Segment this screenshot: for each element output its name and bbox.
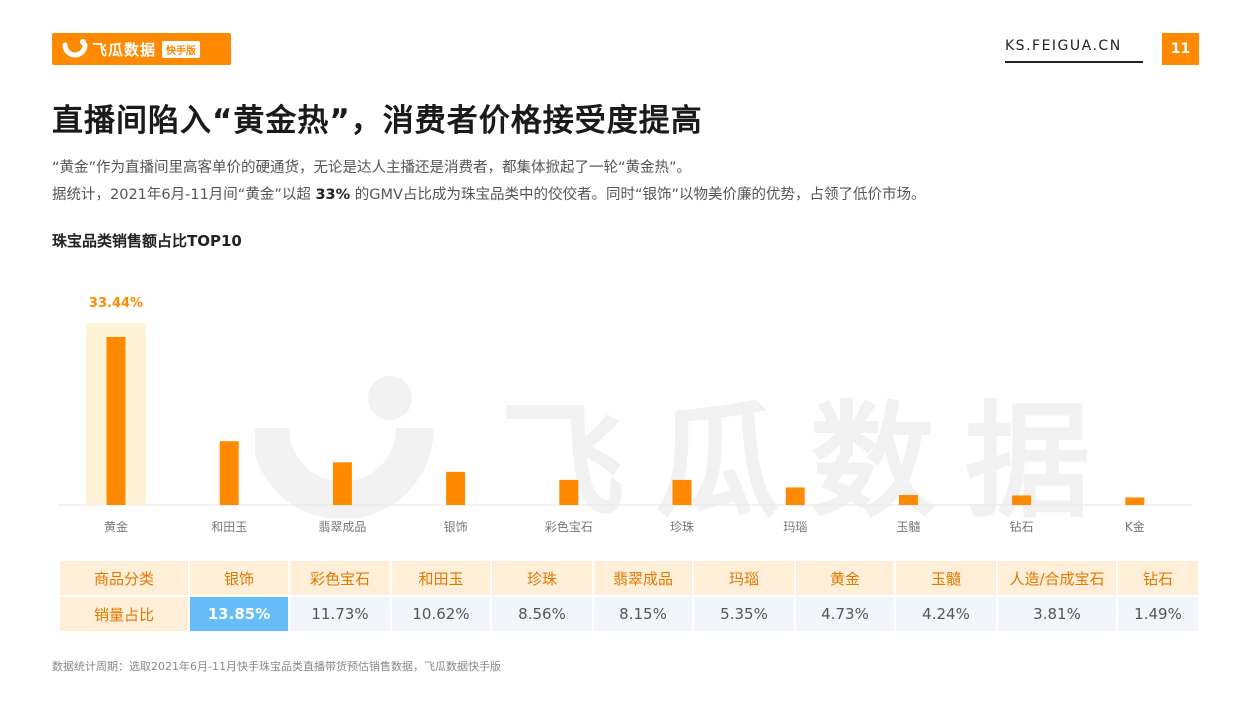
footnote: 数据统计周期：选取2021年6月-11月快手珠宝品类直播带货预估销售数据，飞瓜数… — [52, 660, 501, 673]
logo-icon — [62, 39, 88, 58]
bar — [1125, 497, 1145, 505]
description-line-2: 据统计，2021年6月-11月间“黄金”以超 33% 的GMV占比成为珠宝品类中… — [52, 183, 925, 204]
page-title: 直播间陷入“黄金热”，消费者价格接受度提高 — [52, 103, 703, 139]
table-header-cell: 翡翠成品 — [594, 561, 692, 595]
table-value-cell: 3.81% — [998, 597, 1116, 631]
table-value-cell: 13.85% — [190, 597, 288, 631]
table-value-cell: 11.73% — [290, 597, 390, 631]
x-tick-label: 翡翠成品 — [318, 520, 366, 534]
bar — [559, 479, 579, 505]
x-tick-label: 银饰 — [444, 520, 468, 534]
x-tick-label: 彩色宝石 — [545, 520, 593, 534]
bar — [898, 494, 918, 505]
table-value-cell: 8.56% — [492, 597, 592, 631]
x-tick-label: 黄金 — [104, 519, 128, 534]
bar — [785, 487, 805, 505]
table-value-cell: 8.15% — [594, 597, 692, 631]
site-link[interactable]: KS.FEIGUA.CN — [1005, 38, 1122, 54]
bar — [446, 471, 466, 505]
table-value-cell: 10.62% — [392, 597, 490, 631]
table-header-cell: 钻石 — [1118, 561, 1198, 595]
x-tick-label: 珍珠 — [670, 520, 694, 534]
table-header-cell: 珍珠 — [492, 561, 592, 595]
table-header-label: 商品分类 — [60, 561, 188, 595]
table-header-cell: 和田玉 — [392, 561, 490, 595]
table-header-cell: 玉髓 — [896, 561, 996, 595]
table-header-cell: 黄金 — [796, 561, 894, 595]
chart-title: 珠宝品类销售额占比TOP10 — [52, 232, 242, 250]
description-line-2-prefix: 据统计，2021年6月-11月间“黄金”以超 — [52, 187, 316, 203]
site-underline — [1005, 61, 1143, 63]
bar-chart: 33.44% 黄金 和田玉 翡翠成品 银饰 彩色宝石 珍珠 玛瑙 玉髓 钻石 K金 — [58, 296, 1192, 534]
bar — [219, 441, 239, 505]
brand-logo: 飞瓜数据 快手版 — [52, 33, 231, 65]
table-value-cell: 4.24% — [896, 597, 996, 631]
table-header-cell: 人造/合成宝石 — [998, 561, 1116, 595]
bar — [332, 462, 352, 505]
table-header-cell: 银饰 — [190, 561, 288, 595]
table-value-row: 销量占比 13.85% 11.73% 10.62% 8.56% 8.15% 5.35% 4.… — [60, 597, 1198, 631]
sales-share-table: 商品分类 银饰 彩色宝石 和田玉 珍珠 翡翠成品 玛瑙 黄金 玉髓 人造/合成宝石 钻石 销量占比… — [58, 559, 1200, 633]
bar — [1012, 495, 1032, 505]
table-value-label: 销量占比 — [60, 597, 188, 631]
logo-name: 飞瓜数据 — [92, 40, 157, 59]
logo-tag: 快手版 — [162, 40, 201, 58]
x-tick-label: 钻石 — [1010, 519, 1034, 534]
x-tick-label: K金 — [1125, 519, 1145, 534]
description-highlight: 33% — [315, 187, 351, 203]
description-line-1: “黄金”作为直播间里高客单价的硬通货，无论是达人主播还是消费者，都集体掀起了一轮… — [52, 160, 692, 176]
table-value-cell: 1.49% — [1118, 597, 1198, 631]
description-line-2-suffix: 的GMV占比成为珠宝品类中的佼佼者。同时“银饰”以物美价廉的优势，占领了低价市场… — [350, 187, 926, 203]
page-number: 11 — [1162, 33, 1199, 65]
bar — [672, 479, 692, 505]
data-label: 33.44% — [89, 296, 143, 311]
x-tick-label: 玛瑙 — [783, 520, 807, 534]
x-tick-label: 和田玉 — [211, 520, 247, 534]
table-header-row: 商品分类 银饰 彩色宝石 和田玉 珍珠 翡翠成品 玛瑙 黄金 玉髓 人造/合成宝石 钻石 — [60, 561, 1198, 595]
table-header-cell: 彩色宝石 — [290, 561, 390, 595]
table-value-cell: 4.73% — [796, 597, 894, 631]
table-value-cell: 5.35% — [694, 597, 794, 631]
bar — [106, 337, 126, 505]
table-header-cell: 玛瑙 — [694, 561, 794, 595]
x-tick-label: 玉髓 — [896, 520, 920, 534]
